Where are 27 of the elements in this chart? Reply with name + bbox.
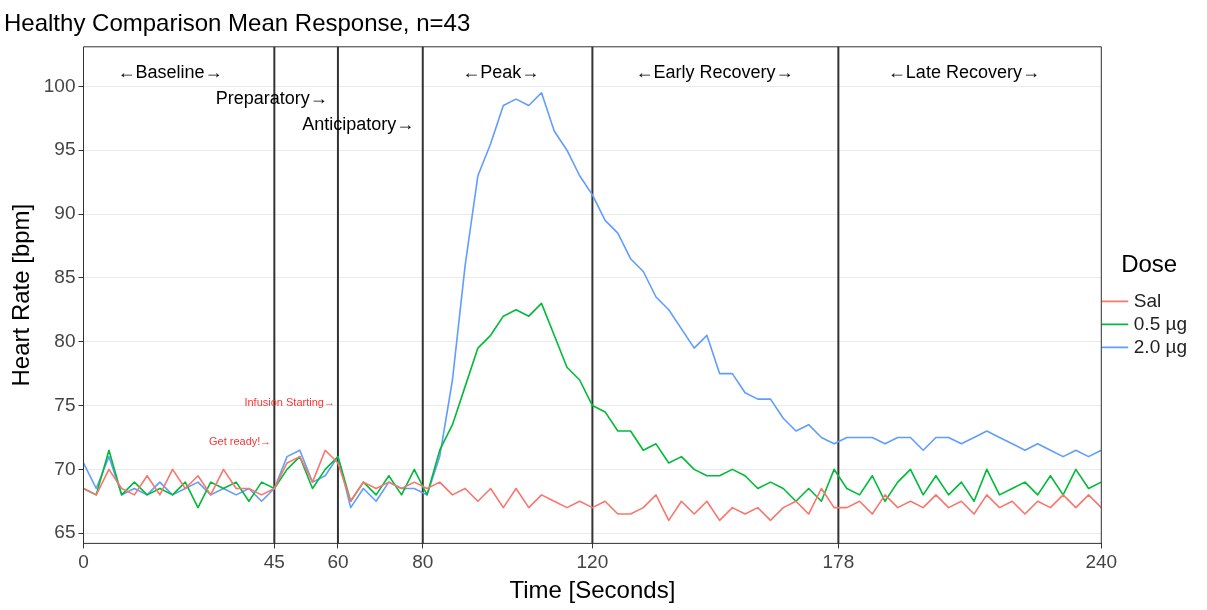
y-tick-label: 75 — [54, 393, 76, 415]
legend-label: 0.5 µg — [1133, 312, 1188, 334]
y-tick-label: 70 — [54, 457, 76, 479]
y-tick-label: 100 — [43, 74, 76, 96]
annotation: ←Baseline→ — [117, 62, 223, 83]
legend-label: 2.0 µg — [1133, 335, 1188, 357]
chart-title: Healthy Comparison Mean Response, n=43 — [4, 9, 471, 37]
y-tick-label: 65 — [54, 521, 76, 543]
annotation: ←Peak→ — [462, 62, 540, 83]
x-axis-title: Time [Seconds] — [509, 576, 676, 604]
x-tick-label: 80 — [412, 551, 434, 573]
y-axis-title: Heart Rate [bpm] — [7, 203, 35, 387]
annotation: ←Early Recovery→ — [635, 62, 794, 83]
x-tick-label: 178 — [822, 551, 855, 573]
x-tick-label: 45 — [263, 551, 285, 573]
x-tick-label: 0 — [78, 551, 89, 573]
x-tick-label: 60 — [327, 551, 349, 573]
x-tick-label: 240 — [1085, 551, 1118, 573]
annotation: ←Late Recovery→ — [887, 62, 1040, 83]
x-tick-label: 120 — [576, 551, 609, 573]
y-tick-label: 85 — [54, 266, 76, 288]
ref-line-label: Get ready!→ — [208, 434, 272, 447]
y-tick-label: 80 — [54, 329, 76, 351]
legend-label: Sal — [1133, 289, 1162, 311]
y-tick-label: 90 — [54, 202, 76, 224]
y-tick-label: 95 — [54, 138, 76, 160]
legend-title: Dose — [1121, 249, 1178, 277]
